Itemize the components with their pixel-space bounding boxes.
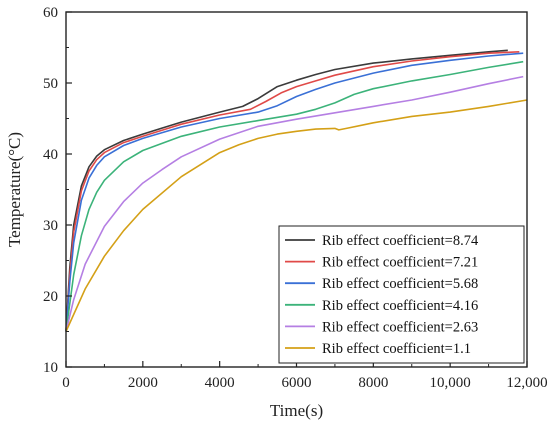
x-tick-label: 4000 bbox=[205, 375, 235, 391]
series-layer bbox=[65, 49, 528, 332]
x-tick-label: 10,000 bbox=[430, 375, 471, 391]
series-line-5 bbox=[65, 75, 524, 332]
x-axis-title: Time(s) bbox=[270, 401, 323, 420]
y-tick-label: 50 bbox=[43, 76, 58, 92]
x-tick-label: 0 bbox=[62, 375, 70, 391]
legend-label: Rib effect coefficient=2.63 bbox=[322, 319, 478, 335]
y-tick-label: 30 bbox=[43, 218, 58, 234]
y-tick-label: 20 bbox=[43, 289, 58, 305]
legend-label: Rib effect coefficient=4.16 bbox=[322, 298, 478, 314]
legend-label: Rib effect coefficient=8.74 bbox=[322, 233, 479, 249]
y-tick-label: 10 bbox=[43, 360, 58, 376]
x-tick-label: 12,000 bbox=[506, 375, 547, 391]
series-line-2 bbox=[65, 51, 520, 332]
legend-label: Rib effect coefficient=7.21 bbox=[322, 255, 478, 271]
legend: Rib effect coefficient=8.74 Rib effect co… bbox=[278, 225, 525, 364]
y-tick-label: 60 bbox=[43, 5, 58, 21]
y-tick-label: 40 bbox=[43, 147, 58, 163]
x-axis: 0 2000 4000 6000 8000 10,000 12,000 bbox=[62, 361, 548, 391]
series-line-4 bbox=[65, 60, 524, 332]
y-axis-title: Temperature(°C) bbox=[5, 132, 24, 247]
x-tick-label: 2000 bbox=[128, 375, 158, 391]
x-tick-label: 8000 bbox=[358, 375, 388, 391]
series-line-6 bbox=[65, 99, 528, 332]
series-line-3 bbox=[65, 52, 524, 332]
series-line-1 bbox=[65, 49, 508, 332]
legend-label: Rib effect coefficient=1.1 bbox=[322, 341, 471, 357]
legend-box bbox=[278, 225, 525, 364]
x-tick-label: 6000 bbox=[282, 375, 312, 391]
legend-label: Rib effect coefficient=5.68 bbox=[322, 276, 478, 292]
y-axis: 10 20 30 40 50 60 bbox=[43, 5, 72, 376]
